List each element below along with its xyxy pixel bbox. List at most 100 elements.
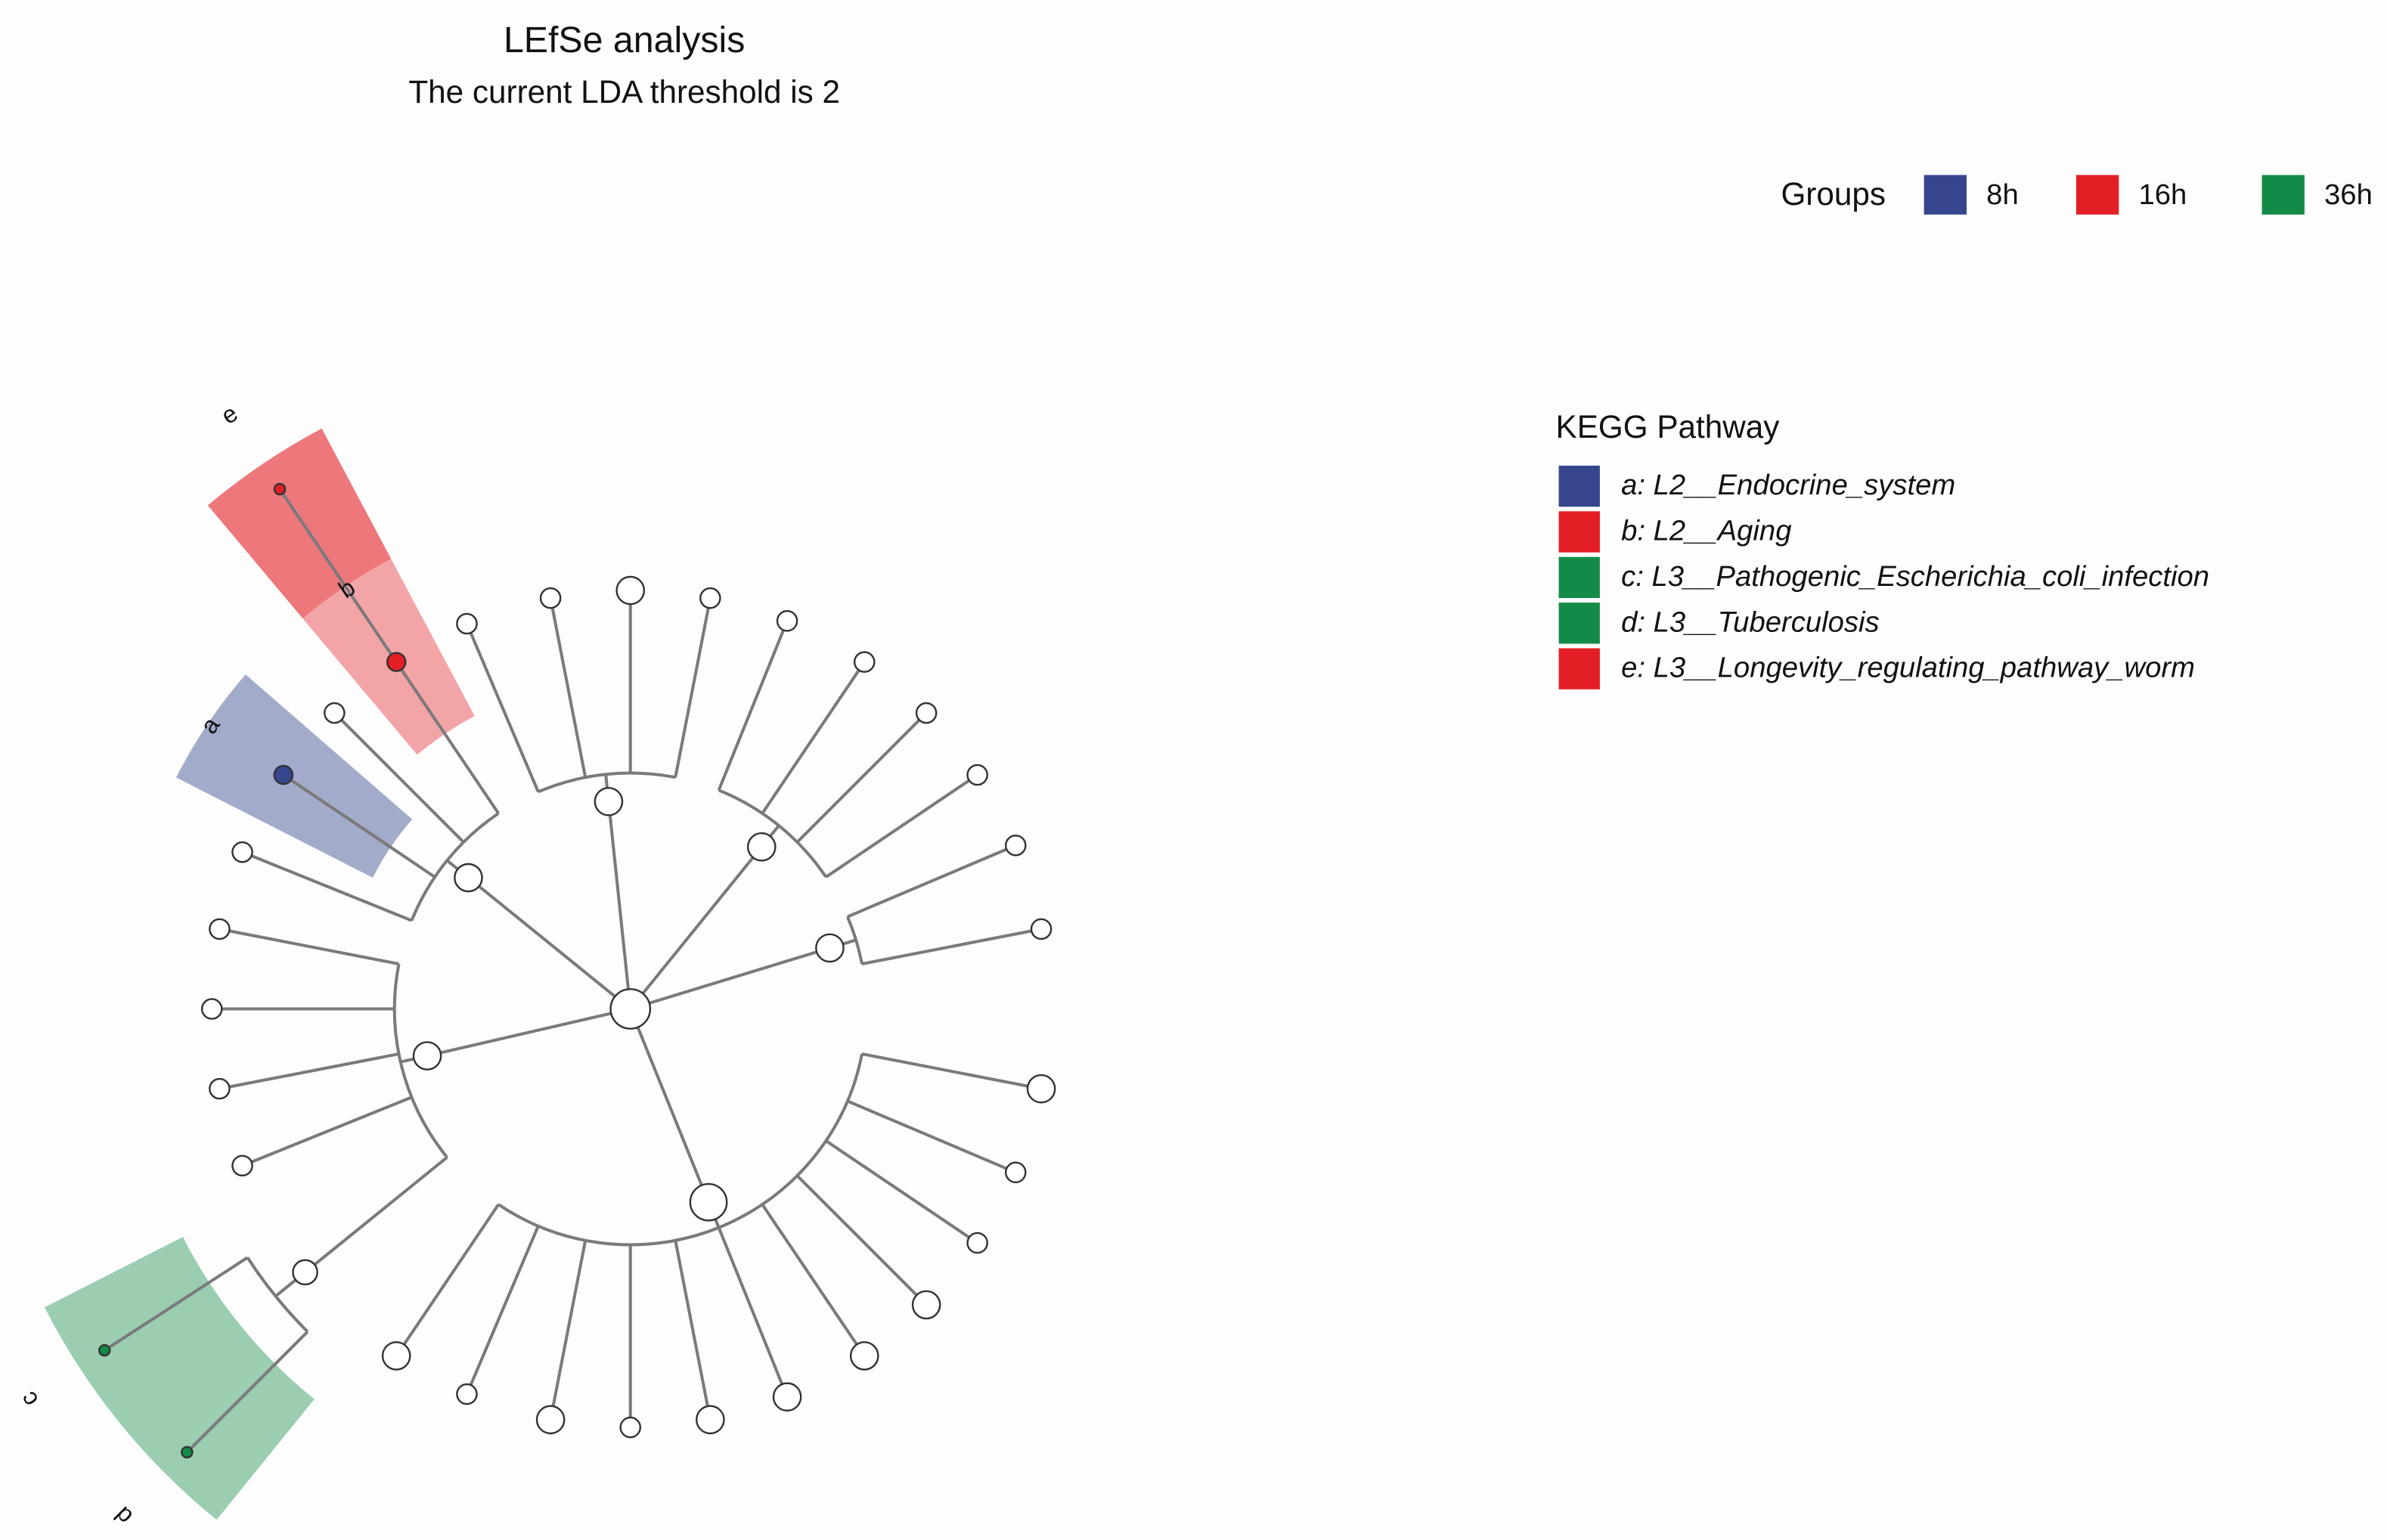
node <box>966 1232 988 1254</box>
branch <box>795 711 928 844</box>
node <box>1004 834 1027 857</box>
branch <box>717 620 789 791</box>
branch <box>241 851 413 922</box>
highlight-wedge <box>44 1237 315 1520</box>
node <box>324 702 346 724</box>
title: LEfSe analysis <box>504 20 745 60</box>
branch <box>606 801 632 1009</box>
legend-swatch <box>1558 648 1600 689</box>
branch-arc <box>392 963 448 1159</box>
node <box>1004 1161 1027 1184</box>
node <box>1030 918 1052 940</box>
node <box>231 841 253 863</box>
branch <box>628 1008 710 1203</box>
highlighted-node <box>273 482 287 496</box>
branch <box>278 488 398 663</box>
branch <box>717 1227 789 1398</box>
branch <box>630 946 831 1011</box>
node <box>619 1416 642 1439</box>
node <box>696 1405 725 1435</box>
branch <box>241 1095 413 1167</box>
legend-swatch <box>1558 465 1600 507</box>
group-swatch <box>1924 175 1967 215</box>
branch <box>674 597 712 778</box>
node <box>699 587 721 609</box>
branch <box>467 876 632 1011</box>
node <box>1026 1074 1056 1104</box>
highlight-wedge <box>207 428 392 618</box>
branch <box>395 1204 500 1357</box>
legend-swatch <box>1558 603 1600 644</box>
group-label: 36h <box>2324 178 2373 211</box>
node <box>231 1154 253 1177</box>
clade-label: c <box>14 1387 44 1412</box>
legend-swatch <box>1558 556 1600 599</box>
group-label: 16h <box>2138 178 2187 211</box>
branch <box>761 661 866 814</box>
branch <box>549 597 587 778</box>
legend-title: KEGG Pathway <box>1556 409 1781 445</box>
legend-swatch <box>1558 511 1600 553</box>
node <box>746 832 777 862</box>
node <box>454 863 483 893</box>
branch <box>861 927 1042 965</box>
branch <box>185 1331 309 1454</box>
branch <box>847 1099 1017 1174</box>
branch <box>825 773 978 878</box>
branch <box>674 1240 712 1421</box>
branch <box>395 661 500 814</box>
branch <box>825 1139 978 1244</box>
node <box>615 575 646 606</box>
branch <box>761 1204 866 1357</box>
branch <box>549 1240 587 1421</box>
node <box>849 1341 879 1371</box>
highlighted-node <box>181 1445 194 1459</box>
branch <box>629 845 763 1010</box>
highlighted-node <box>386 652 407 672</box>
node <box>594 786 624 816</box>
branch <box>861 1052 1042 1091</box>
node <box>412 1041 442 1071</box>
node <box>689 1182 728 1222</box>
node <box>911 1290 941 1320</box>
node <box>292 1259 318 1286</box>
highlighted-node <box>98 1343 111 1357</box>
legend-label: a: L2__Endocrine_system <box>1621 469 1955 501</box>
highlighted-node <box>273 764 294 785</box>
node <box>209 918 231 940</box>
branch <box>847 844 1017 919</box>
branch <box>426 1007 631 1058</box>
legend-label: d: L3__Tuberculosis <box>1621 606 1879 638</box>
subtitle: The current LDA threshold is 2 <box>408 74 840 110</box>
clade-label: d <box>109 1501 138 1530</box>
node <box>915 702 938 724</box>
branch <box>304 1156 448 1274</box>
node <box>535 1405 566 1435</box>
branch <box>282 773 436 878</box>
node <box>200 998 223 1020</box>
node <box>815 933 845 963</box>
node <box>853 651 876 673</box>
branch <box>219 1052 399 1091</box>
node <box>209 1077 231 1100</box>
branch-arc <box>498 1053 863 1247</box>
highlight-wedge <box>175 674 413 878</box>
legend-label: c: L3__Pathogenic_Escherichia_coli_infec… <box>1621 560 2209 593</box>
group-swatch <box>2075 175 2119 215</box>
branch <box>219 927 399 965</box>
node <box>966 764 988 786</box>
node <box>539 587 562 609</box>
legend-label: b: L2__Aging <box>1621 515 1791 547</box>
branch <box>795 1174 928 1306</box>
branch <box>104 1256 249 1352</box>
group-swatch <box>2261 175 2305 215</box>
node <box>772 1382 802 1412</box>
node <box>381 1341 411 1371</box>
node <box>456 1383 478 1405</box>
node <box>776 609 798 632</box>
root-node <box>609 988 652 1030</box>
legend-label: e: L3__Longevity_regulating_pathway_worm <box>1621 652 2195 684</box>
